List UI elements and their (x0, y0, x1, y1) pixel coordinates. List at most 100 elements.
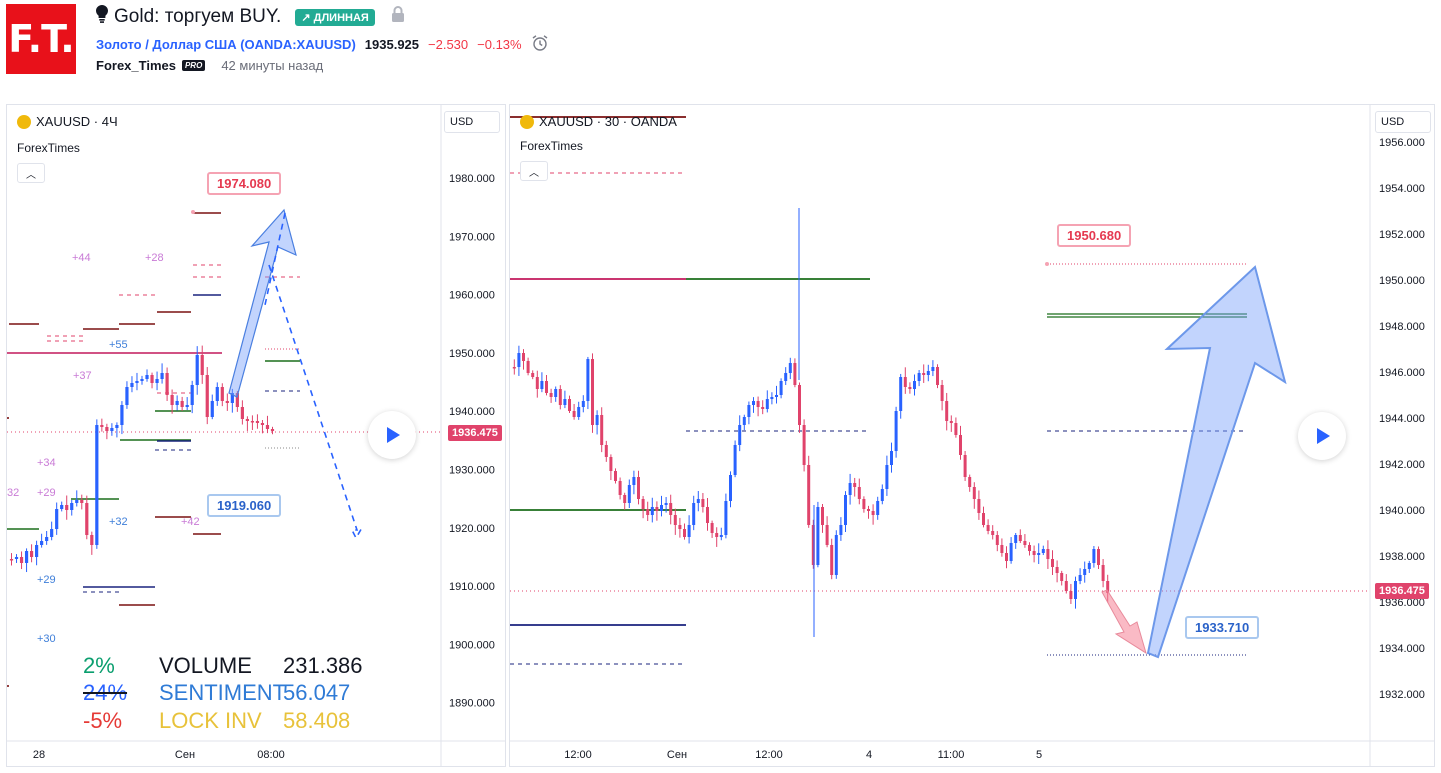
right-candle (756, 401, 760, 407)
right-note-bottom[interactable]: 1933.710 (1185, 616, 1260, 639)
gold-coin-icon (520, 114, 534, 129)
right-candle (701, 499, 705, 507)
left-chart-legend: XAUUSD · 4Ч (17, 114, 118, 129)
left-y-tick: 1940.000 (449, 406, 495, 418)
left-candle (14, 557, 19, 559)
right-candle (1106, 581, 1110, 593)
right-x-tick: 4 (866, 749, 872, 761)
right-up-arrow (1146, 265, 1287, 659)
left-candle (55, 509, 59, 529)
left-chart-canvas[interactable]: 1980.000 1970.000 1960.000 1950.000 1940.000… (7, 105, 506, 767)
left-count-label: +28 (145, 252, 164, 264)
left-candle (40, 541, 44, 545)
forex-times-logo[interactable]: F.T. (6, 4, 76, 74)
right-candle (1032, 551, 1036, 555)
author-name[interactable]: Forex_Times (96, 58, 176, 73)
left-candle (265, 425, 270, 429)
left-candle (270, 429, 275, 431)
right-candle (1023, 541, 1027, 545)
left-currency-button[interactable]: USD (444, 111, 500, 133)
right-candle (577, 407, 581, 417)
stat-pct: 24% (83, 680, 128, 705)
right-candle (595, 415, 599, 425)
left-y-tick: 1950.000 (449, 348, 495, 360)
right-candle (1014, 535, 1018, 543)
left-candle (70, 503, 74, 510)
idea-title-row: Gold: торгуем BUY. ↗ ДЛИННАЯ (96, 5, 405, 29)
right-chart-canvas[interactable]: 1956.000 1954.000 1952.000 1950.000 1948.000… (510, 105, 1435, 767)
left-count-label: +32 (109, 516, 128, 528)
right-candle (522, 353, 525, 361)
lock-icon (391, 6, 405, 28)
right-candle (1074, 581, 1077, 599)
right-candle (945, 401, 949, 421)
right-note-top[interactable]: 1950.680 (1057, 224, 1132, 247)
right-candle (982, 513, 985, 525)
stat-sentiment-name: SENTIMENT (159, 680, 286, 706)
right-x-tick: 12:00 (755, 749, 783, 761)
right-candle (692, 503, 696, 525)
right-candle (775, 395, 778, 397)
price-change-percent: −0.13% (477, 37, 522, 52)
right-candle (936, 367, 939, 385)
right-candle (1060, 573, 1064, 581)
alarm-clock-icon[interactable] (531, 34, 549, 55)
right-candle (913, 381, 916, 389)
right-candle (1101, 565, 1105, 581)
pro-badge: PRO (181, 60, 206, 71)
right-candle (903, 377, 907, 387)
left-up-arrow (228, 208, 297, 398)
right-candle (637, 477, 640, 499)
left-replay-button[interactable] (368, 411, 416, 459)
left-candle (80, 500, 84, 503)
left-count-label: +29 (37, 574, 56, 586)
right-candle (614, 471, 617, 481)
right-collapse-button[interactable]: ︿ (520, 161, 548, 181)
right-candle (770, 397, 774, 399)
right-candle (857, 487, 861, 499)
right-candle (802, 425, 806, 465)
left-candle (170, 395, 174, 405)
left-note-bottom[interactable]: 1919.060 (207, 494, 282, 517)
right-candle (871, 511, 875, 515)
right-candle (1028, 545, 1031, 551)
left-candle (65, 505, 69, 510)
left-collapse-button[interactable]: ︿ (17, 163, 45, 183)
left-candle (35, 545, 39, 557)
right-currency-button[interactable]: USD (1375, 111, 1431, 133)
left-candle (205, 375, 209, 417)
gold-coin-icon (17, 114, 31, 129)
left-candle (85, 503, 89, 535)
right-candle (844, 495, 847, 525)
right-y-tick: 1950.000 (1379, 275, 1425, 287)
right-y-tick: 1934.000 (1379, 643, 1425, 655)
right-candle (821, 507, 824, 525)
left-indicator-name: ForexTimes (17, 141, 80, 155)
right-candle (609, 457, 613, 471)
right-candle (1041, 549, 1045, 553)
left-note-top[interactable]: 1974.080 (207, 172, 282, 195)
left-chart-pane[interactable]: 1980.000 1970.000 1960.000 1950.000 1940.000… (6, 104, 506, 767)
right-chart-pane[interactable]: 1956.000 1954.000 1952.000 1950.000 1948.000… (509, 104, 1435, 767)
right-candle (972, 487, 976, 499)
long-badge: ↗ ДЛИННАЯ (295, 8, 375, 26)
right-candle (922, 373, 926, 375)
right-candle (798, 385, 801, 425)
right-replay-button[interactable] (1298, 412, 1346, 460)
play-icon (1317, 428, 1330, 444)
right-candle (618, 481, 622, 495)
right-candle (627, 485, 631, 503)
right-candle (862, 499, 866, 509)
right-candle (531, 373, 535, 377)
current-price: 1935.925 (364, 37, 420, 52)
left-candle (140, 379, 144, 381)
right-candle (1009, 543, 1013, 561)
stat-volume-name: VOLUME (159, 653, 252, 679)
right-candle (848, 483, 852, 495)
symbol-link[interactable]: Золото / Доллар США (OANDA:XAUUSD) (96, 37, 356, 52)
stat-value: 56.047 (283, 680, 351, 705)
right-chart-legend: XAUUSD · 30 · OANDA (520, 114, 677, 129)
idea-title: Gold: торгуем BUY. (114, 6, 282, 27)
stat-volume-pct: 2% (83, 653, 115, 679)
right-candle (586, 359, 590, 401)
